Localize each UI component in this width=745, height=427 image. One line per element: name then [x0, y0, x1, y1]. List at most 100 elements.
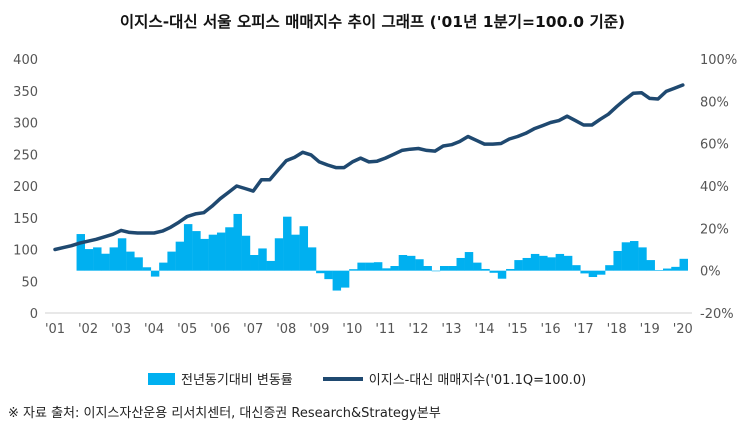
bar [340, 270, 350, 288]
bar [216, 232, 226, 271]
x-tick-label: '16 [541, 322, 561, 337]
bar [316, 270, 325, 274]
y-left-tick-label: 50 [21, 275, 38, 290]
bar [621, 242, 631, 271]
bar [117, 238, 127, 271]
y-right-tick-label: 60% [700, 138, 729, 153]
bar [539, 255, 548, 271]
bar [250, 255, 259, 271]
bar [580, 270, 589, 274]
x-tick-label: '14 [474, 322, 494, 337]
bar [654, 270, 664, 271]
bar [629, 241, 639, 271]
bar [506, 268, 515, 271]
y-right-tick-label: 100% [700, 53, 737, 68]
bar [555, 253, 565, 271]
x-tick-label: '20 [673, 322, 693, 337]
bar [547, 257, 556, 271]
bar [456, 257, 465, 271]
bar [142, 267, 152, 271]
bar [489, 270, 499, 273]
bar [415, 259, 424, 271]
y-left-tick-label: 350 [13, 85, 38, 100]
x-tick-label: '15 [507, 322, 527, 337]
bar [473, 262, 482, 271]
bar [258, 248, 267, 271]
bar [481, 268, 490, 271]
bar [307, 247, 317, 271]
bar [679, 258, 688, 271]
x-tick-label: '11 [375, 322, 395, 337]
y-right-tick-label: 40% [700, 180, 729, 195]
y-left-tick-label: 250 [13, 148, 38, 163]
bar [671, 266, 680, 271]
bar [84, 249, 94, 271]
y-left-tick-label: 150 [13, 212, 38, 227]
bar [192, 231, 201, 271]
bar [299, 226, 309, 271]
bar [266, 260, 275, 271]
bar [109, 247, 119, 271]
bar [439, 266, 449, 271]
y-right-tick-label: 0% [700, 265, 721, 280]
x-tick-label: '18 [607, 322, 627, 337]
bar [497, 270, 507, 279]
bar [448, 266, 457, 271]
x-tick-label: '05 [177, 322, 197, 337]
bar [76, 234, 86, 271]
x-tick-label: '08 [276, 322, 296, 337]
bar [596, 270, 606, 275]
y-left-tick-label: 0 [30, 307, 38, 322]
bar [423, 266, 432, 271]
y-left-tick-label: 300 [13, 117, 38, 132]
bar [183, 224, 193, 271]
bar [613, 250, 622, 271]
bar [167, 251, 176, 271]
bar [365, 262, 375, 271]
y-right-tick-label: 80% [700, 95, 729, 110]
bar [390, 266, 399, 271]
x-tick-label: '06 [210, 322, 230, 337]
bar [324, 270, 333, 280]
x-tick-label: '17 [574, 322, 594, 337]
legend-line-label: 이지스-대신 매매지수('01.1Q=100.0) [368, 373, 587, 388]
x-tick-label: '01 [45, 322, 65, 337]
x-tick-label: '09 [309, 322, 329, 337]
bar [357, 262, 366, 271]
y-left-tick-label: 100 [13, 244, 38, 259]
x-tick-label: '12 [408, 322, 428, 337]
x-tick-label: '02 [78, 322, 98, 337]
bar [349, 269, 358, 271]
bar [233, 213, 242, 271]
bar [406, 255, 416, 271]
bar [464, 252, 474, 271]
index-line [53, 83, 685, 252]
bar [93, 247, 102, 271]
bar [200, 238, 209, 271]
bar [134, 257, 143, 271]
bar [283, 216, 292, 271]
chart-title: 이지스-대신 서울 오피스 매매지수 추이 그래프 ('01년 1분기=100.… [119, 13, 626, 31]
bar [332, 270, 342, 291]
bar [522, 257, 532, 271]
bar [150, 270, 160, 277]
bar [663, 268, 672, 271]
bar [274, 238, 284, 271]
legend-line-swatch [322, 376, 363, 381]
bar [572, 265, 581, 271]
bar [225, 227, 234, 271]
bar [588, 270, 598, 278]
bar [431, 270, 441, 272]
bar [398, 255, 408, 271]
x-tick-label: '04 [144, 322, 164, 337]
x-tick-label: '10 [342, 322, 362, 337]
y-left-tick-label: 200 [13, 180, 38, 195]
legend: 전년동기대비 변동률 이지스-대신 매매지수('01.1Q=100.0) [148, 369, 586, 388]
x-tick-label: '07 [243, 322, 263, 337]
bar [208, 234, 218, 271]
bar [514, 260, 523, 271]
bar [126, 251, 135, 271]
x-tick-label: '13 [441, 322, 461, 337]
